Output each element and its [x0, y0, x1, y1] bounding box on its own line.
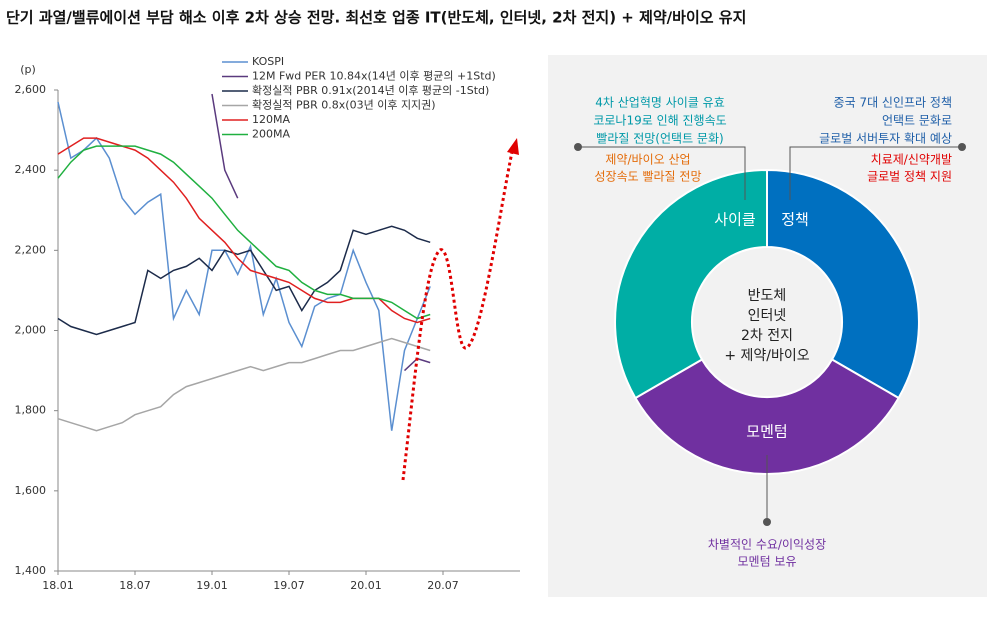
forecast-arrowhead: [507, 138, 519, 155]
connector: [578, 146, 746, 200]
legend-label: 확정실적 PBR 0.91x(2014년 이후 평균의 -1Std): [252, 84, 489, 97]
legend-label: 12M Fwd PER 10.84x(14년 이후 평균의 +1Std): [252, 70, 496, 83]
annotation: 언택트 문화로: [882, 114, 952, 128]
y-tick-label: 2,600: [15, 83, 47, 96]
connector-dot: [763, 518, 771, 526]
x-tick-label: 18.07: [119, 579, 151, 592]
annotation: 빨라질 전망(언택트 문화): [596, 132, 723, 146]
center-text: 2차 전지: [741, 328, 793, 344]
segment-cycle: [614, 168, 768, 400]
annotation: 치료제/신약개발: [871, 152, 952, 167]
x-tick-label: 20.01: [350, 579, 382, 592]
y-tick-label: 1,800: [15, 404, 47, 417]
x-tick-label: 20.07: [427, 579, 459, 592]
connector-dot: [574, 143, 582, 151]
series-line: [57, 101, 431, 431]
series-line: [211, 93, 431, 372]
line-chart: (p) 1,400 1,600 1,800 2,000 2,200 2,400 2,600 18…: [15, 55, 520, 592]
segment-policy: [766, 168, 920, 400]
annotation: 차별적인 수요/이익성장: [708, 538, 826, 552]
series-line: [57, 225, 431, 336]
y-tick-label: 2,400: [15, 163, 47, 176]
annotation: 중국 7대 신인프라 정책: [834, 95, 952, 110]
connector: [789, 146, 962, 200]
x-tick-label: 19.01: [196, 579, 228, 592]
y-tick-label: 1,400: [15, 564, 47, 577]
annotation: 성장속도 빨라질 전망: [595, 170, 702, 184]
y-tick-label: 1,600: [15, 484, 47, 497]
segment-label: 사이클: [714, 211, 755, 229]
legend-label: 확정실적 PBR 0.8x(03년 이후 지지권): [252, 99, 436, 112]
y-unit: (p): [20, 63, 36, 76]
center-text: 인터넷: [748, 308, 787, 324]
annotation: 글로벌 정책 지원: [867, 169, 952, 184]
connector-dot: [958, 143, 966, 151]
segment-momentum: [634, 358, 900, 475]
annotation: 글로벌 서버투자 확대 예상: [819, 132, 952, 146]
x-tick-label: 19.07: [273, 579, 305, 592]
legend-label: KOSPI: [252, 55, 284, 68]
annotation: 코로나19로 인해 진행속도: [593, 113, 726, 128]
legend-label: 200MA: [252, 128, 290, 141]
annotation: 4차 산업혁명 사이클 유효: [595, 96, 724, 110]
series-line: [57, 337, 431, 432]
series-line: [57, 137, 431, 324]
segment-label: 모멘텀: [746, 423, 787, 441]
forecast-arrow: [401, 151, 514, 481]
center-text: + 제약/바이오: [724, 348, 809, 364]
series-line: [57, 145, 431, 320]
y-tick-label: 2,200: [15, 243, 47, 256]
legend-label: 120MA: [252, 113, 290, 126]
center-text: 반도체: [748, 288, 787, 304]
x-tick-label: 18.01: [42, 579, 74, 592]
segment-label: 정책: [781, 211, 809, 229]
annotation: 모멘텀 보유: [737, 555, 796, 569]
page-title: 단기 과열/밸류에이션 부담 해소 이후 2차 상승 전망. 최선호 업종 IT…: [6, 9, 746, 27]
y-tick-label: 2,000: [15, 324, 47, 337]
annotation: 제약/바이오 산업: [605, 152, 690, 167]
